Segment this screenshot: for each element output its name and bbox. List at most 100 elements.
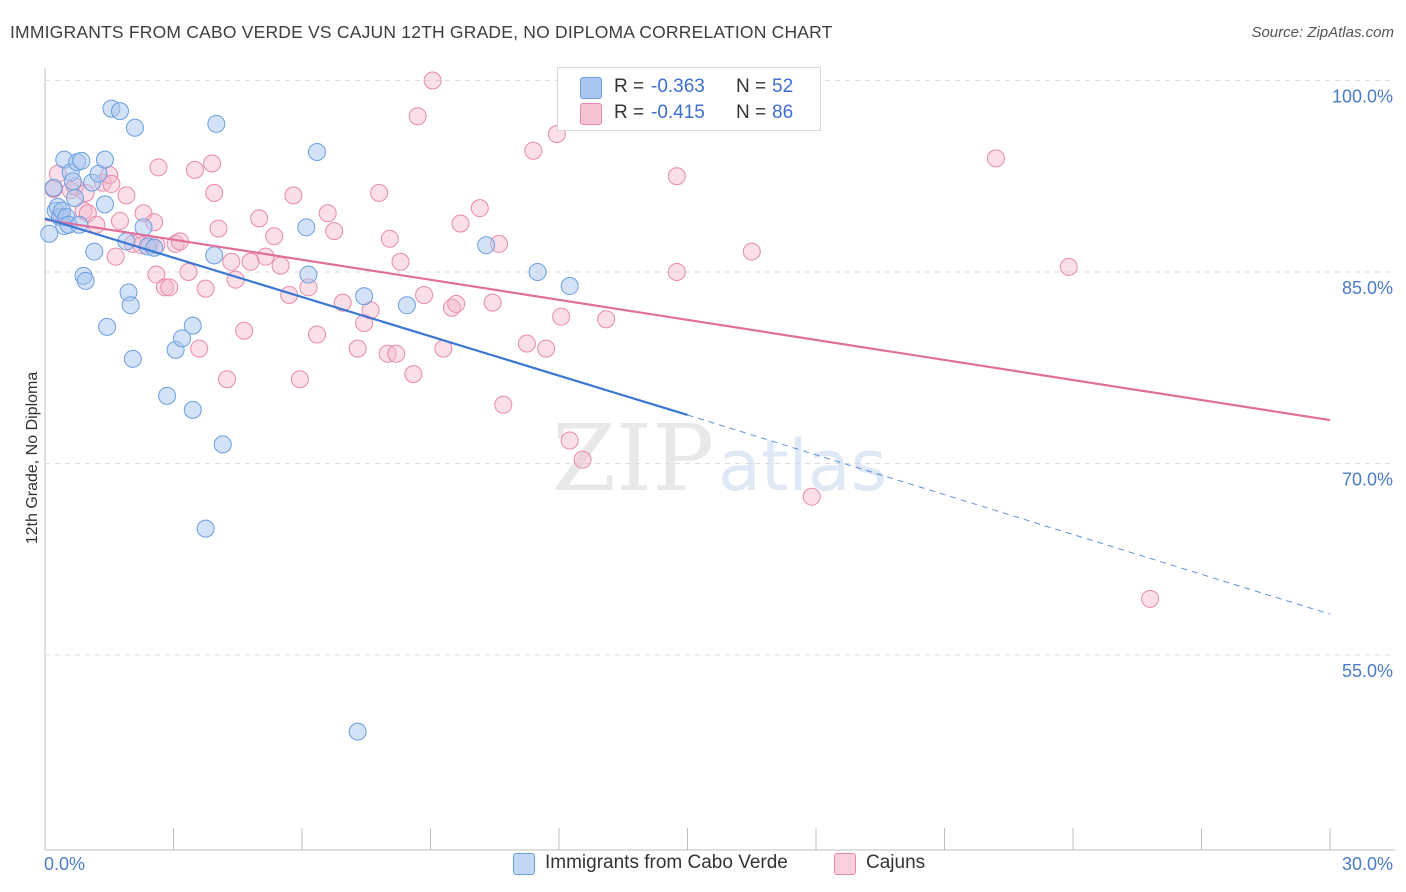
bottom-legend-swatch-blue bbox=[513, 853, 535, 875]
y-axis-label: 12th Grade, No Diploma bbox=[24, 372, 41, 545]
cajuns-point bbox=[196, 279, 215, 298]
cabo-verde-point bbox=[123, 349, 142, 368]
cabo-verde-point bbox=[560, 277, 579, 296]
legend-n-value: 86 bbox=[772, 102, 794, 123]
cajuns-point bbox=[1141, 589, 1160, 608]
legend-swatch-pink bbox=[580, 103, 602, 125]
cabo-verde-point bbox=[355, 287, 374, 306]
grid-lines bbox=[45, 80, 1395, 656]
cabo-verde-point bbox=[196, 519, 215, 538]
cajuns-point bbox=[494, 395, 513, 414]
cajuns-point bbox=[552, 307, 571, 326]
cajuns-point bbox=[524, 141, 543, 160]
legend-r-value: -0.415 bbox=[651, 102, 705, 123]
cabo-verde-point bbox=[121, 296, 140, 315]
cajuns-point bbox=[290, 370, 309, 389]
watermark: ZIP atlas bbox=[552, 405, 887, 512]
y-tick-label: 100.0% bbox=[1332, 87, 1393, 107]
cabo-verde-point bbox=[477, 236, 496, 255]
cabo-verde-point bbox=[110, 102, 129, 121]
y-tick-label: 85.0% bbox=[1342, 278, 1393, 298]
cajuns-point bbox=[265, 227, 284, 246]
cajuns-point bbox=[318, 204, 337, 223]
cajuns-point bbox=[147, 265, 166, 284]
bottom-legend-label: Cajuns bbox=[866, 852, 926, 873]
cabo-verde-trend-line bbox=[44, 217, 688, 417]
cabo-verde-point bbox=[95, 195, 114, 214]
cabo-verde-point bbox=[397, 296, 416, 315]
cajuns-point bbox=[271, 256, 290, 275]
cabo-verde-point bbox=[44, 178, 63, 197]
cajuns-point bbox=[415, 285, 434, 304]
cajuns-point bbox=[387, 344, 406, 363]
cajuns-point bbox=[179, 263, 198, 281]
cajuns-point bbox=[284, 186, 303, 205]
cajuns-point bbox=[222, 252, 241, 271]
cajuns-point bbox=[370, 183, 389, 202]
cajuns-point bbox=[250, 209, 269, 228]
cabo-verde-point bbox=[183, 316, 202, 335]
watermark-atlas: atlas bbox=[718, 425, 887, 507]
cajuns-trend-line bbox=[44, 218, 1331, 422]
legend-row-cajuns: R = -0.415 N = 86 bbox=[558, 100, 820, 126]
cajuns-point bbox=[380, 229, 399, 248]
legend-r-value: -0.363 bbox=[651, 76, 705, 97]
cajuns-point bbox=[325, 222, 344, 241]
cajuns-point bbox=[241, 252, 260, 271]
cabo-verde-point bbox=[95, 150, 114, 169]
cabo-verde-point bbox=[65, 188, 84, 207]
legend-r-label: R = bbox=[614, 102, 645, 123]
cajuns-point bbox=[986, 149, 1005, 168]
cajuns-point bbox=[106, 247, 125, 266]
cajuns-point bbox=[333, 293, 352, 312]
cabo-verde-point bbox=[85, 242, 104, 261]
cabo-verde-point bbox=[40, 224, 59, 243]
x-tick-label: 0.0% bbox=[44, 854, 85, 874]
cajuns-point bbox=[423, 71, 442, 90]
cajuns-points bbox=[44, 71, 1160, 608]
cajuns-point bbox=[597, 310, 616, 329]
bottom-legend-label: Immigrants from Cabo Verde bbox=[545, 852, 788, 873]
cabo-verde-point bbox=[183, 400, 202, 419]
chart-title: IMMIGRANTS FROM CABO VERDE VS CAJUN 12TH… bbox=[10, 22, 833, 42]
cabo-verde-trend-extension bbox=[687, 414, 1331, 615]
trend-lines bbox=[44, 217, 1331, 615]
cajuns-point bbox=[348, 339, 367, 358]
cabo-verde-point bbox=[297, 218, 316, 237]
cajuns-point bbox=[470, 199, 489, 218]
y-tick-label: 70.0% bbox=[1342, 470, 1393, 490]
cabo-verde-point bbox=[207, 114, 226, 133]
watermark-zip: ZIP bbox=[552, 405, 714, 512]
cajuns-point bbox=[149, 158, 168, 177]
cajuns-point bbox=[447, 294, 466, 313]
y-tick-label: 55.0% bbox=[1342, 661, 1393, 681]
cajuns-point bbox=[667, 263, 686, 281]
cajuns-point bbox=[209, 219, 228, 238]
cabo-verde-point bbox=[158, 386, 177, 405]
cabo-verde-point bbox=[98, 317, 117, 336]
cajuns-point bbox=[307, 325, 326, 344]
legend-n-label: N = bbox=[736, 102, 767, 123]
cajuns-point bbox=[102, 174, 121, 193]
cabo-verde-points bbox=[40, 99, 579, 741]
cabo-verde-point bbox=[173, 329, 192, 348]
cajuns-point bbox=[110, 211, 129, 230]
cajuns-point bbox=[560, 431, 579, 450]
cajuns-point bbox=[218, 370, 237, 389]
chart-source: Source: ZipAtlas.com bbox=[1251, 24, 1394, 41]
cajuns-point bbox=[160, 278, 179, 297]
cajuns-point bbox=[117, 186, 136, 205]
cabo-verde-point bbox=[307, 142, 326, 161]
legend-n-value: 52 bbox=[772, 76, 794, 97]
legend-swatch-blue bbox=[580, 77, 602, 99]
cabo-verde-point bbox=[528, 263, 547, 281]
x-tick-labels: 0.0% 30.0% bbox=[44, 854, 1393, 874]
cajuns-point bbox=[87, 215, 106, 234]
cajuns-point bbox=[256, 247, 275, 266]
axes bbox=[44, 68, 1395, 851]
legend-r-label: R = bbox=[614, 76, 645, 97]
cajuns-point bbox=[185, 160, 204, 179]
cajuns-point bbox=[451, 214, 470, 233]
cajuns-point bbox=[235, 321, 254, 340]
cabo-verde-point bbox=[76, 271, 95, 290]
